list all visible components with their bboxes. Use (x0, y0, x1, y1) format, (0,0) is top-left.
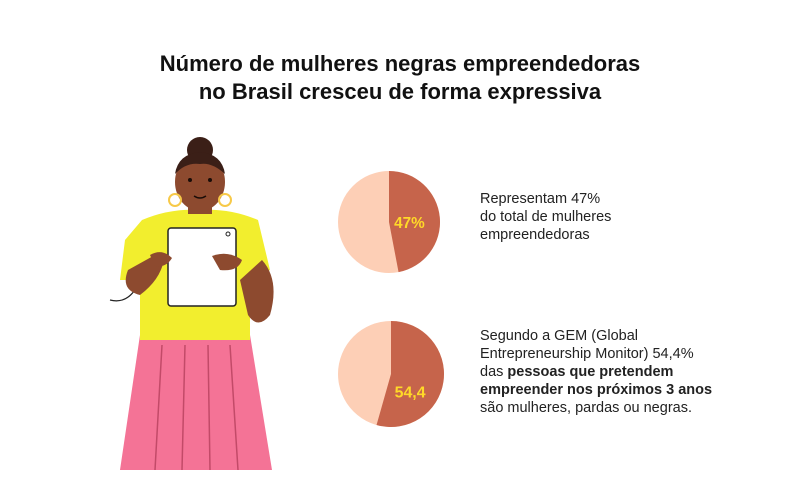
description-line: das pessoas que pretendem (480, 363, 760, 381)
description-line: empreendedoras (480, 227, 590, 243)
description-line: são mulheres, pardas ou negras. (480, 400, 692, 416)
chart-title: Número de mulheres negras empreendedoras… (0, 50, 800, 106)
description-line: do total de mulheres (480, 209, 612, 225)
pie-highlight-slice (389, 171, 440, 273)
description-line: Representam 47% (480, 191, 601, 207)
pie-highlight-slice (376, 321, 444, 427)
hands-shape (150, 252, 242, 271)
pie-data-label: 47% (394, 215, 425, 232)
title-line-2: no Brasil cresceu de forma expressiva (198, 79, 602, 104)
pants-shape (120, 335, 272, 471)
pie-data-label: 54,4 (395, 384, 426, 401)
pie-1-description: Representam 47% do total de mulheres emp… (480, 190, 740, 244)
woman-with-tablet-illustration (109, 137, 274, 471)
description-line: empreender nos próximos 3 anos (480, 382, 713, 398)
pie-chart-54-4: 54,4 (338, 321, 444, 427)
head-shape (168, 137, 232, 211)
pie-2-description: Segundo a GEM (Global Entrepreneurship M… (480, 327, 760, 417)
description-line: Segundo a GEM (Global (480, 328, 638, 344)
description-bold-text: pessoas que pretendem (507, 364, 674, 380)
description-text: das (480, 364, 508, 380)
arms-shape (125, 255, 274, 323)
pie-chart-47: 47% (338, 171, 440, 273)
description-line: Entrepreneurship Monitor) 54,4% (480, 346, 694, 362)
title-line-1: Número de mulheres negras empreendedoras (159, 51, 641, 76)
